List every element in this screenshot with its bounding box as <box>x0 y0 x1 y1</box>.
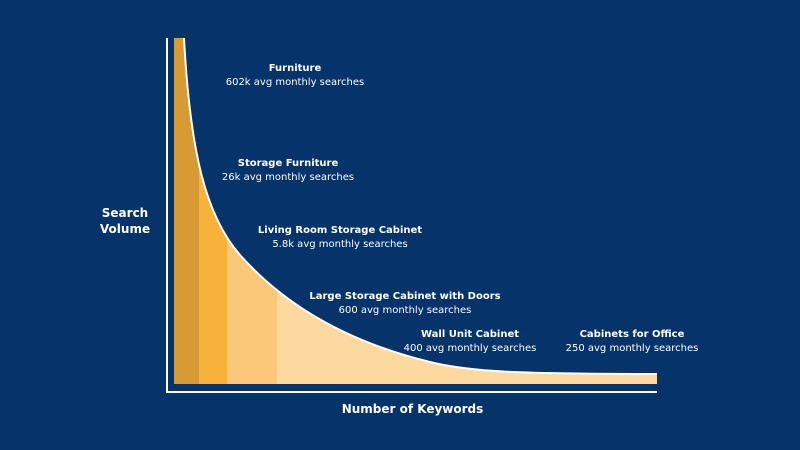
label-cabinets-office: Cabinets for Office 250 avg monthly sear… <box>565 329 699 354</box>
label-furniture: Furniture 602k avg monthly searches <box>225 63 365 88</box>
label-living-room: Living Room Storage Cabinet 5.8k avg mon… <box>257 225 423 250</box>
label-large-storage: Large Storage Cabinet with Doors 600 avg… <box>309 291 501 316</box>
curve-line <box>183 37 658 375</box>
label-wall-unit: Wall Unit Cabinet 400 avg monthly search… <box>403 329 537 354</box>
y-axis-title: Search Volume <box>99 206 151 236</box>
label-storage-furniture: Storage Furniture 26k avg monthly search… <box>221 158 355 183</box>
x-axis-title: Number of Keywords <box>341 402 484 416</box>
